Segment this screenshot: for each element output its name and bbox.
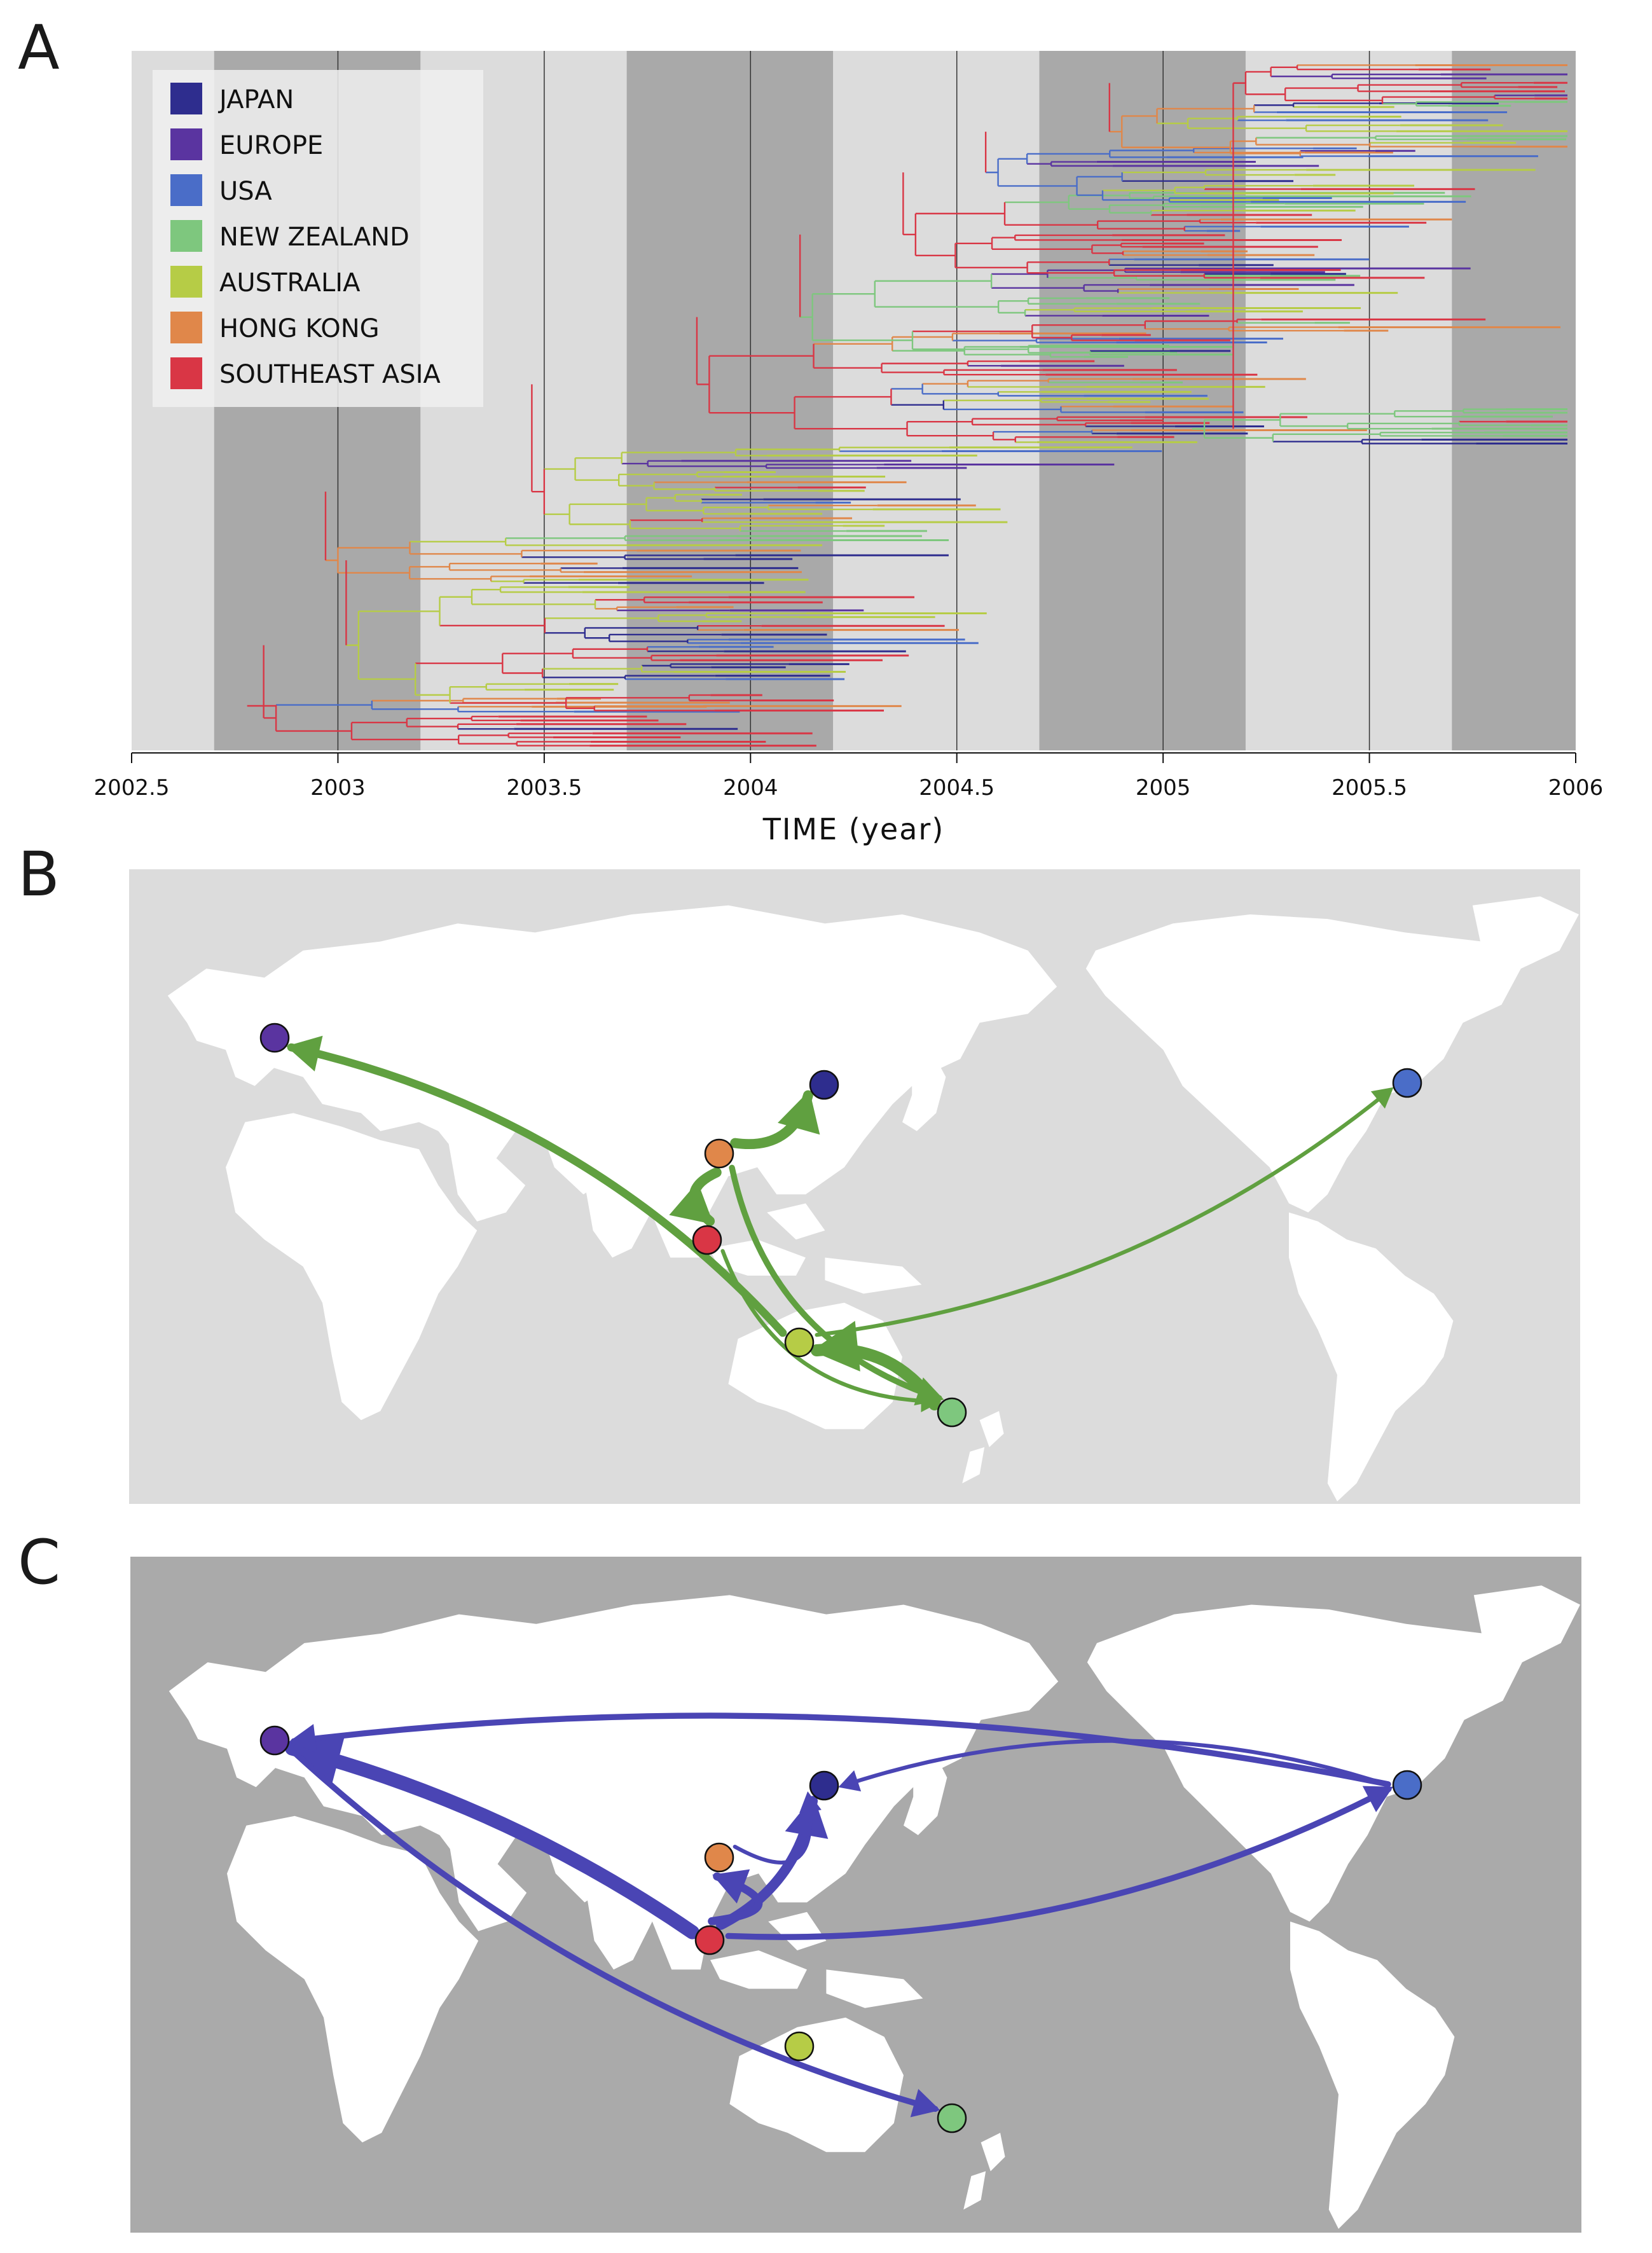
location-node: [937, 2103, 967, 2133]
location-node: [809, 1070, 839, 1100]
location-node: [704, 1842, 734, 1873]
panel-c-migration-arrows: [285, 1712, 1393, 2118]
arrow-head: [286, 1035, 323, 1071]
x-tick-label: 2003: [310, 775, 366, 801]
location-node: [1392, 1068, 1422, 1098]
arrow-head: [910, 2088, 940, 2118]
legend-swatch: [170, 220, 202, 252]
location-node: [259, 1023, 290, 1053]
arrow-head: [811, 1321, 860, 1372]
tree-branches: [247, 64, 1568, 747]
location-node: [784, 2031, 815, 2062]
legend-swatch: [170, 357, 202, 389]
legend-swatch: [170, 128, 202, 160]
x-tick-label: 2003.5: [506, 775, 582, 801]
migration-arrow: [841, 1739, 1391, 1788]
migration-arrow: [287, 1043, 787, 1337]
legend-label: AUSTRALIA: [219, 268, 361, 298]
migration-arrow: [285, 1741, 699, 1940]
arrow-head: [1370, 1087, 1394, 1109]
legend-swatch: [170, 174, 202, 206]
shaded-band: [1452, 51, 1576, 750]
arrow-head: [1362, 1786, 1393, 1812]
legend-label: USA: [219, 177, 272, 206]
location-node: [809, 1770, 839, 1801]
migration-arrow: [815, 1088, 1392, 1337]
arrow-head: [289, 1724, 317, 1754]
arrow-head: [778, 1090, 820, 1135]
location-node: [937, 1397, 967, 1428]
panel-b-map: [129, 869, 1580, 1504]
legend-label: EUROPE: [219, 131, 323, 160]
location-node: [692, 1225, 722, 1255]
x-tick-label: 2004.5: [919, 775, 995, 801]
x-axis-title: TIME (year): [762, 812, 945, 846]
location-node: [704, 1138, 734, 1169]
legend-label: SOUTHEAST ASIA: [219, 360, 441, 389]
panel-b-location-nodes: [259, 1023, 1422, 1428]
x-tick-label: 2002.5: [94, 775, 170, 801]
location-node: [694, 1925, 725, 1955]
location-node: [1392, 1770, 1422, 1800]
shaded-band: [1039, 51, 1246, 750]
location-node: [784, 1327, 815, 1358]
legend-label: HONG KONG: [219, 314, 380, 343]
arrow-head: [799, 1791, 822, 1813]
legend: JAPAN EUROPE USA NEW ZEALAND AUSTRALIA HONG K…: [153, 70, 483, 407]
arrow-head: [838, 1770, 862, 1792]
migration-arrow: [725, 1786, 1392, 1940]
x-tick-label: 2005: [1136, 775, 1191, 801]
panel-a-letter: A: [18, 12, 60, 83]
panel-c-letter: C: [18, 1527, 60, 1598]
x-tick-label: 2005.5: [1332, 775, 1407, 801]
panel-c-location-nodes: [259, 1725, 1422, 2133]
phylogenetic-tree-panel: 2002.5 2003 2003.5 2004 2004.5 2005 2005.5 2006…: [94, 51, 1604, 846]
panel-c-map: [130, 1557, 1581, 2233]
panel-b-letter: B: [18, 839, 60, 910]
x-tick-label: 2004: [723, 775, 778, 801]
legend-label: NEW ZEALAND: [219, 223, 410, 252]
arrow-head: [669, 1182, 714, 1225]
migration-arrow: [291, 1712, 1391, 1788]
shaded-band: [626, 51, 834, 750]
legend-swatch: [170, 312, 202, 343]
location-node: [259, 1725, 290, 1756]
x-axis: 2002.5 2003 2003.5 2004 2004.5 2005 2005.5 2006: [94, 752, 1604, 801]
arrow-head: [712, 1869, 750, 1904]
legend-box: [153, 70, 483, 407]
arrow-head: [785, 1796, 829, 1839]
migration-arrow: [733, 1794, 813, 1865]
migration-arrow: [729, 1164, 942, 1402]
legend-swatch: [170, 266, 202, 298]
legend-label: JAPAN: [217, 85, 294, 114]
migration-arrow: [288, 1746, 939, 2112]
panel-b-migration-arrows: [286, 1035, 1394, 1412]
legend-swatch: [170, 83, 202, 114]
x-tick-label: 2006: [1548, 775, 1604, 801]
